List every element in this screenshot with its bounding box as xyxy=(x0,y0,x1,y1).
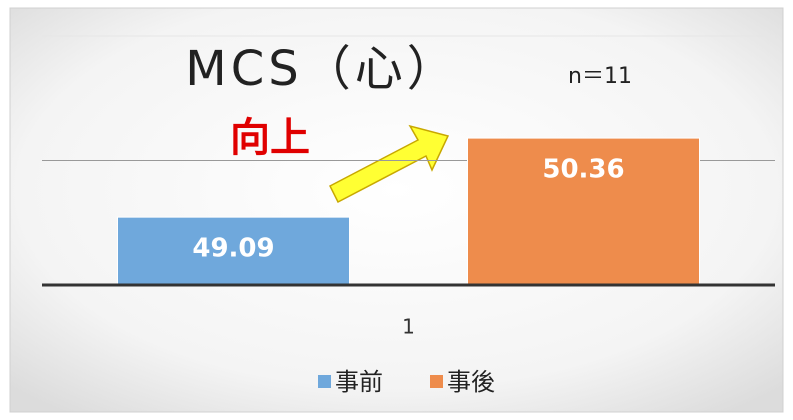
legend-label: 事後 xyxy=(447,368,495,396)
improvement-label: 向上 xyxy=(230,115,310,161)
bar xyxy=(117,216,350,286)
legend: 事前 事後 xyxy=(318,368,495,396)
bar xyxy=(467,137,700,286)
arrow xyxy=(328,124,450,204)
data-label: 49.09 xyxy=(192,234,274,264)
sample-size: n＝11 xyxy=(568,64,632,89)
data-label: 50.36 xyxy=(542,155,624,185)
x-tick-label: 1 xyxy=(402,315,415,339)
legend-swatch xyxy=(318,375,331,388)
legend-swatch xyxy=(430,375,443,388)
chart-title: MCS（心） xyxy=(185,41,458,97)
legend-label: 事前 xyxy=(335,368,383,396)
